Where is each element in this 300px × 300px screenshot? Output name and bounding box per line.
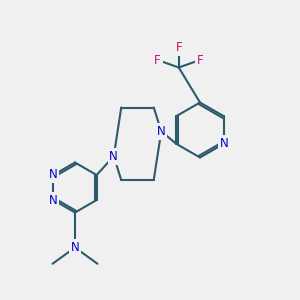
Text: F: F — [154, 53, 161, 67]
Text: F: F — [197, 53, 203, 67]
Text: N: N — [219, 137, 228, 150]
Text: N: N — [49, 169, 58, 182]
Text: N: N — [70, 241, 80, 254]
Text: N: N — [110, 150, 118, 163]
Text: N: N — [49, 194, 58, 206]
Text: N: N — [157, 125, 166, 138]
Text: F: F — [176, 41, 182, 54]
